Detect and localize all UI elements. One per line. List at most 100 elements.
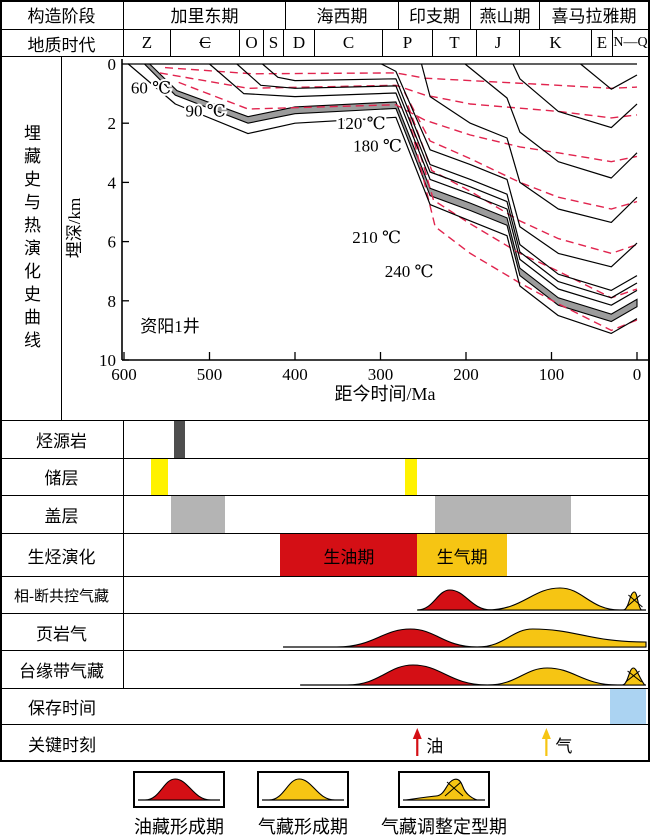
row-label: 页岩气 (0, 614, 124, 650)
era-label: D (292, 33, 306, 52)
key-moment-markers: 油气 (412, 728, 572, 756)
row-label: 储层 (0, 458, 124, 495)
arrow-head-icon (412, 728, 422, 739)
x-tick-label: 200 (453, 365, 479, 384)
row-body (0, 689, 650, 724)
event-row-caprock: 盖层 (0, 495, 650, 533)
burial-curve-base-T (420, 63, 638, 223)
row-body: 生油期 生气期 (0, 534, 650, 576)
isotherm-180C (407, 105, 638, 255)
era-cell: O (240, 30, 264, 56)
gas-hump (268, 778, 336, 801)
legend-icon-box (398, 771, 490, 808)
burial-curve-base-K (512, 63, 638, 129)
event-row-hc-generation: 生烃演化 生油期 生气期 (0, 533, 650, 576)
legend-label: 气藏形成期 (258, 817, 348, 837)
event-row-facies-fault-gas: 相-断共控气藏 (0, 576, 650, 613)
y-tick-label: 6 (108, 233, 117, 252)
temp-label: 210 ℃ (352, 228, 401, 247)
era-cell: J (477, 30, 520, 56)
temp-label: 240 ℃ (385, 262, 434, 281)
arrow-head-icon (541, 728, 551, 739)
row-label: 台缘带气藏 (0, 651, 124, 688)
event-row-key-moment: 关键时刻 油气 (0, 724, 650, 762)
period-bar (405, 458, 418, 495)
isotherm-120C (403, 91, 638, 210)
tectonic-stage-row: 构造阶段 加里东期 海西期 印支期 燕山期 喜马拉雅期 (0, 0, 650, 30)
legend-label: 气藏调整定型期 (381, 817, 507, 837)
temp-label: 120 ℃ (337, 114, 386, 133)
row-label: 烃源岩 (0, 421, 124, 458)
period-bar-labeled: 生气期 (417, 534, 508, 576)
x-tick-label: 600 (111, 365, 137, 384)
row-body (0, 651, 650, 688)
era-label: O (245, 33, 258, 52)
legend-icon-box (257, 771, 349, 808)
era-cell: P (383, 30, 433, 56)
legend-label: 油藏形成期 (134, 817, 224, 837)
period-bar (609, 689, 646, 724)
hump-chart (300, 664, 646, 686)
y-tick-label: 4 (108, 173, 117, 192)
era-label: C (342, 33, 355, 52)
isotherm-240C (410, 128, 638, 332)
burial-curve-base-J (464, 63, 638, 179)
x-mark (626, 594, 641, 608)
red-hump (347, 664, 488, 686)
hump-chart (283, 628, 647, 648)
burial-curve-base-P (381, 63, 638, 268)
stage-cell: 燕山期 (471, 0, 540, 29)
era-label: J (494, 33, 502, 52)
row-label: 盖层 (0, 496, 124, 533)
era-header-label: 地质时代 (0, 30, 124, 56)
legend-icon-box (133, 771, 225, 808)
legend-item-gas-formation: 气藏形成期 (257, 771, 349, 837)
row-body: 油气 (0, 725, 650, 762)
era-label: E (596, 33, 608, 52)
row-body (0, 577, 650, 613)
era-label: K (549, 33, 562, 52)
isotherm-60C (159, 72, 638, 119)
era-cell: Z (124, 30, 171, 56)
y-tick-label: 10 (99, 351, 116, 370)
y-tick-label: 2 (108, 114, 117, 133)
row-body (0, 614, 650, 650)
y-tick-label: 8 (108, 292, 117, 311)
temp-label: 60 ℃ (131, 79, 171, 98)
legend-item-oil-formation: 油藏形成期 (133, 771, 225, 837)
gas-formation-hump-icon (262, 778, 344, 801)
era-label: Z (141, 33, 153, 52)
x-mark (627, 670, 642, 683)
stage-cell: 加里东期 (124, 0, 286, 29)
stage-cell: 印支期 (399, 0, 471, 29)
temp-label: 180 ℃ (353, 136, 402, 155)
era-cell: N—Q (613, 30, 648, 56)
era-cell: K (520, 30, 592, 56)
burial-curve-pre-permian-3 (209, 63, 638, 306)
gold-hump (486, 587, 620, 611)
stage-cell: 喜马拉雅期 (540, 0, 648, 29)
x-axis-title: 距今时间/Ma (335, 384, 436, 404)
oil-hump (144, 778, 212, 801)
adjustment-xpeak (622, 667, 646, 686)
era-cell: T (433, 30, 477, 56)
event-row-reservoir: 储层 (0, 457, 650, 495)
period-bar (171, 496, 225, 533)
x-tick-label: 100 (539, 365, 565, 384)
red-hump (336, 628, 478, 648)
era-label: P (402, 33, 413, 52)
y-tick-label: 0 (108, 57, 117, 74)
burial-curve-pre-permian-1 (262, 63, 638, 291)
marker-label: 油 (426, 737, 443, 756)
era-cell: S (264, 30, 284, 56)
y-axis-title: 埋深/km (65, 198, 84, 258)
legend: 油藏形成期 气藏形成期 气藏调整定型期 (0, 762, 650, 839)
era-label: C (199, 33, 211, 52)
gas-adjust-hump (405, 778, 478, 801)
row-body (0, 458, 650, 495)
adjustment-xpeak (623, 591, 643, 611)
hump-chart (417, 587, 646, 611)
event-row-source-rock: 烃源岩 (0, 420, 650, 458)
